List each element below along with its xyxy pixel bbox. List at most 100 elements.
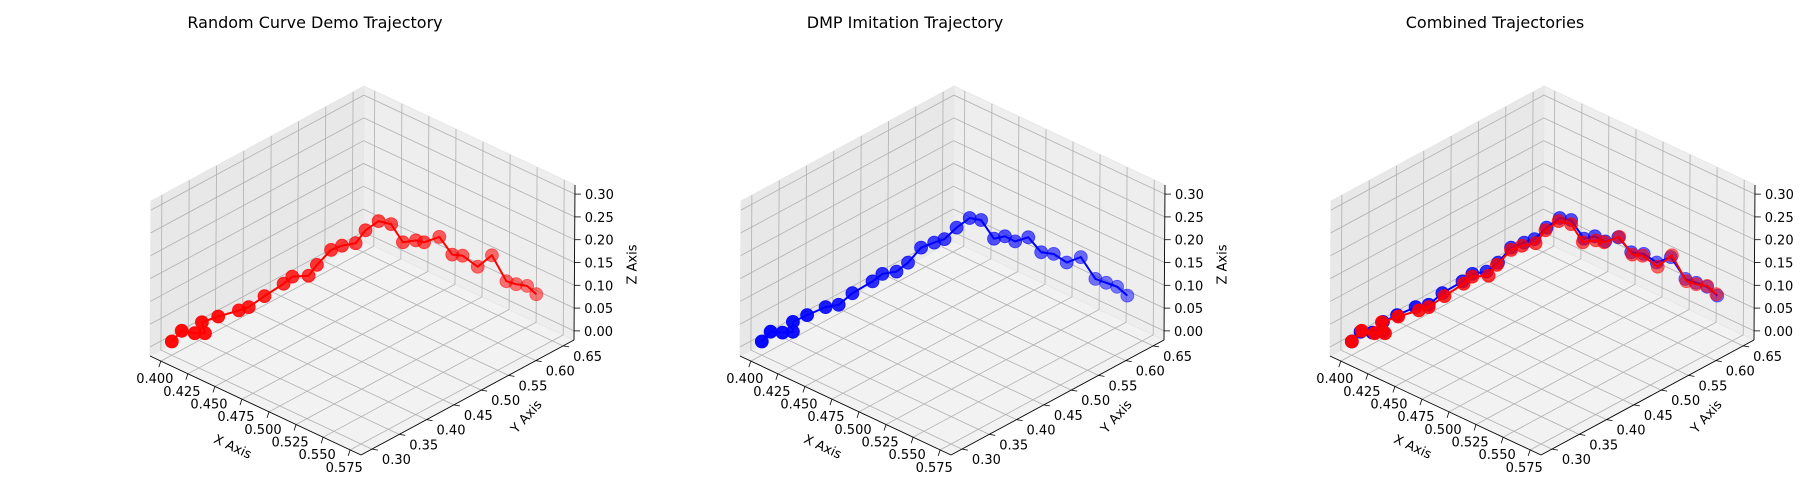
y-tick-label: 0.45 xyxy=(1054,409,1083,424)
x-tick xyxy=(1419,399,1423,406)
data-point xyxy=(831,297,846,312)
gridline-x xyxy=(1475,154,1691,425)
data-point xyxy=(174,323,189,338)
y-tick-label: 0.35 xyxy=(1589,438,1618,453)
gridline-x xyxy=(1448,141,1664,413)
z-tick-label: 0.00 xyxy=(584,325,613,340)
y-tick xyxy=(1661,389,1668,392)
gridline-x xyxy=(268,141,484,413)
subplot-2: DMP Imitation Trajectory0.4000.4250.4500… xyxy=(726,13,1230,476)
data-point xyxy=(395,235,410,250)
z-tick-label: 0.10 xyxy=(1174,279,1203,294)
y-tick xyxy=(1606,419,1613,422)
data-point xyxy=(1375,315,1389,330)
x-tick-label: 0.575 xyxy=(1506,461,1543,476)
y-tick-label: 0.65 xyxy=(1753,350,1782,365)
data-point xyxy=(1528,236,1543,251)
gridline-z xyxy=(740,185,1165,302)
y-tick-label: 0.55 xyxy=(1698,379,1727,394)
data-point xyxy=(211,309,226,324)
x-tick-label: 0.400 xyxy=(726,372,763,387)
x-tick-label: 0.550 xyxy=(1479,448,1516,463)
x-tick-label: 0.400 xyxy=(136,372,173,387)
data-point xyxy=(1059,255,1074,270)
data-point xyxy=(1597,235,1611,250)
x-tick xyxy=(748,360,752,368)
data-point xyxy=(470,259,485,274)
x-tick xyxy=(856,411,860,418)
data-point xyxy=(1021,230,1036,245)
data-point xyxy=(285,269,300,284)
y-tick-label: 0.40 xyxy=(1617,424,1646,439)
data-point xyxy=(484,248,499,263)
data-point xyxy=(763,324,778,339)
y-axis-line xyxy=(360,339,575,456)
x-tick-label: 0.525 xyxy=(271,436,308,451)
y-tick-label: 0.50 xyxy=(491,394,520,409)
y-tick xyxy=(563,345,570,348)
data-point xyxy=(1354,323,1369,338)
data-point xyxy=(1034,245,1049,260)
gridline-x xyxy=(295,154,511,425)
y-tick-label: 0.65 xyxy=(573,350,602,365)
z-axis-label: Z Axis xyxy=(626,244,641,284)
z-tick-label: 0.00 xyxy=(1174,325,1203,340)
x-tick xyxy=(1527,449,1531,457)
x-axis-line xyxy=(149,355,362,456)
y-tick-label: 0.30 xyxy=(382,453,411,468)
data-point xyxy=(1612,229,1627,244)
y-tick xyxy=(1633,404,1640,407)
y-tick xyxy=(1153,345,1160,348)
data-point xyxy=(1538,223,1553,238)
x-tick xyxy=(937,449,941,457)
gridline-x xyxy=(187,103,403,375)
x-tick-label: 0.500 xyxy=(1424,423,1461,438)
gridline-y xyxy=(859,136,1072,391)
y-tick-label: 0.60 xyxy=(1726,365,1755,380)
data-point xyxy=(1551,214,1566,229)
data-point xyxy=(889,264,904,279)
x-tick xyxy=(829,399,833,406)
z-tick-label: 0.15 xyxy=(1175,257,1204,272)
y-tick-label: 0.35 xyxy=(999,438,1028,453)
gridline-x xyxy=(160,91,376,362)
x-tick xyxy=(802,386,806,393)
y-tick-label: 0.55 xyxy=(1108,379,1137,394)
data-point xyxy=(1490,257,1504,272)
gridline-z xyxy=(150,163,575,279)
x-tick-label: 0.500 xyxy=(244,423,281,438)
gridline-z xyxy=(740,94,1166,211)
x-tick xyxy=(1446,411,1450,418)
y-tick xyxy=(1715,360,1722,363)
data-point xyxy=(455,248,470,263)
data-point xyxy=(1515,238,1529,253)
z-tick-label: 0.00 xyxy=(1764,325,1793,340)
gridline-z xyxy=(150,185,575,302)
z-tick-label: 0.05 xyxy=(1764,302,1793,317)
gridline-z xyxy=(740,117,1165,234)
gridline-x xyxy=(1367,103,1583,375)
data-point xyxy=(309,257,324,272)
data-point xyxy=(875,266,890,281)
y-tick xyxy=(426,419,433,422)
gridline-z xyxy=(1330,140,1755,257)
z-tick-label: 0.20 xyxy=(585,234,614,249)
gridline-x xyxy=(1530,179,1745,451)
z-tick-label: 0.20 xyxy=(1175,234,1204,249)
gridline-x xyxy=(858,141,1074,413)
data-point xyxy=(1120,288,1135,303)
gridline-x xyxy=(940,179,1155,451)
data-point xyxy=(800,308,814,323)
x-tick-label: 0.525 xyxy=(861,436,898,451)
y-tick xyxy=(1743,345,1750,348)
data-point xyxy=(818,300,833,315)
series-2 xyxy=(1344,214,1724,349)
x-tick-label: 0.575 xyxy=(916,461,953,476)
gridline-z xyxy=(1330,185,1755,302)
gridline-x xyxy=(350,179,565,451)
data-point xyxy=(529,287,544,302)
gridline-z xyxy=(740,163,1165,279)
y-axis-line xyxy=(1540,339,1755,456)
y-tick-label: 0.40 xyxy=(1027,424,1056,439)
